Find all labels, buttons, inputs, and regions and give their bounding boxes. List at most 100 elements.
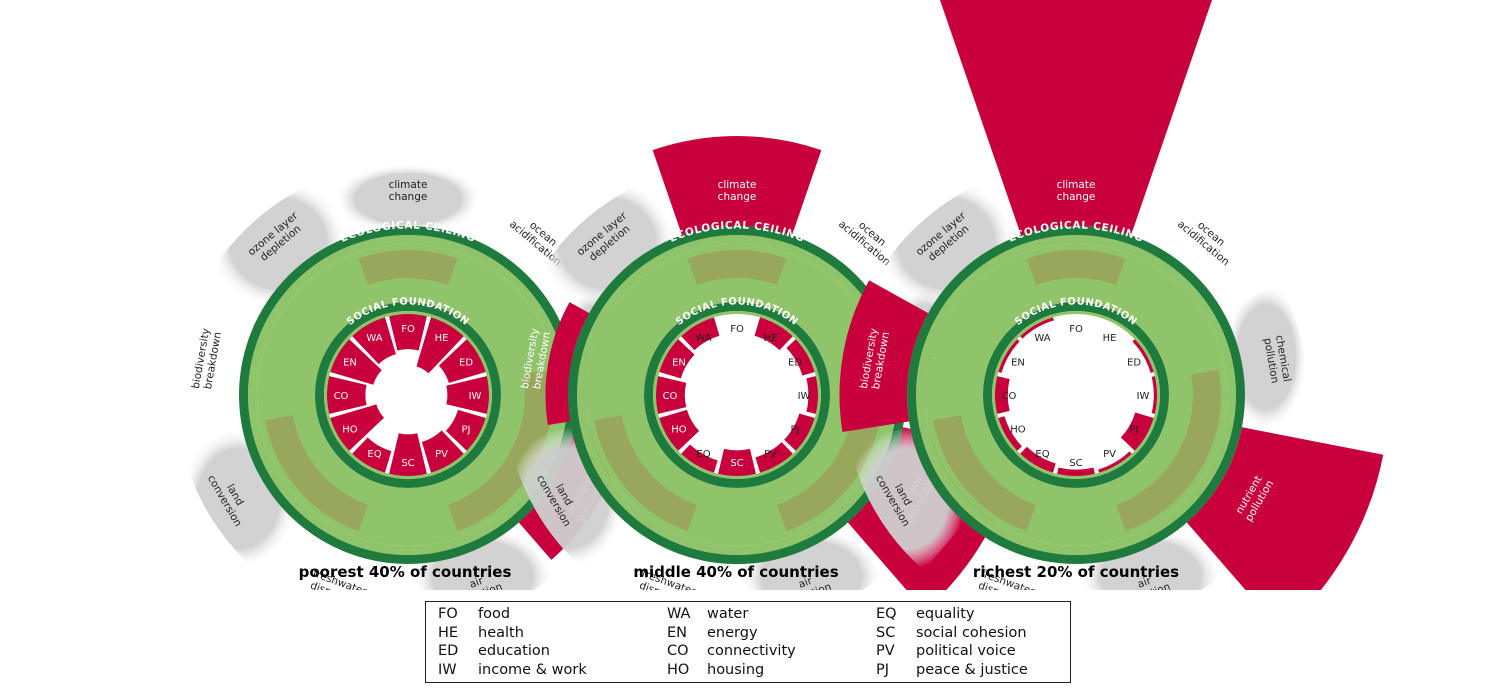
spoke bbox=[1018, 397, 1074, 453]
legend-label: political voice bbox=[916, 643, 1016, 659]
spoke bbox=[1076, 398, 1098, 474]
social-code-label: CO bbox=[663, 391, 678, 402]
spoke bbox=[739, 337, 795, 393]
legend-label: health bbox=[478, 624, 524, 641]
caption-middle: middle 40% of countries bbox=[633, 563, 839, 581]
social-code-label: WA bbox=[1034, 333, 1050, 344]
legend-item: CO connectivity bbox=[667, 643, 796, 662]
social-code-label: HO bbox=[671, 425, 687, 436]
shortfall-SC bbox=[389, 433, 427, 476]
spoke bbox=[386, 398, 408, 474]
legend-item: PJ peace & justice bbox=[876, 662, 1028, 681]
shortfall-HO bbox=[659, 409, 700, 451]
legend-code: PJ bbox=[876, 661, 890, 678]
legend-label: equality bbox=[916, 606, 975, 622]
spoke bbox=[329, 373, 405, 395]
spoke bbox=[658, 395, 734, 417]
legend-code: FO bbox=[438, 606, 458, 622]
social-code-label: EN bbox=[672, 358, 686, 369]
social-code-label: PJ bbox=[462, 425, 471, 436]
dimension-label-climate: climate change bbox=[1057, 179, 1096, 203]
spoke bbox=[739, 397, 795, 453]
legend-label: housing bbox=[707, 661, 765, 678]
boundary-sector bbox=[687, 250, 787, 286]
shortfall-PJ bbox=[445, 409, 486, 451]
legend-code: CO bbox=[667, 643, 689, 659]
social-code-label: WA bbox=[695, 333, 711, 344]
dimension-label-air: airpollution bbox=[453, 569, 504, 590]
spoke bbox=[679, 397, 735, 453]
label-wedge bbox=[739, 526, 884, 590]
legend-code: EQ bbox=[876, 606, 897, 622]
spoke bbox=[408, 398, 430, 474]
spoke bbox=[1076, 316, 1098, 392]
social-code-label: HE bbox=[764, 333, 778, 344]
social-code-label: IW bbox=[798, 391, 811, 402]
shortfall-FO bbox=[389, 314, 427, 351]
boundary-sector bbox=[448, 369, 553, 532]
social-code-label: FO bbox=[401, 324, 415, 335]
safe-space-ring bbox=[257, 244, 559, 546]
shortfall-PJ bbox=[1120, 412, 1154, 451]
legend-label: water bbox=[707, 606, 749, 622]
boundary-sector bbox=[358, 249, 458, 286]
spoke bbox=[679, 337, 735, 393]
spoke bbox=[410, 337, 466, 393]
shortfall-ED bbox=[1132, 339, 1154, 373]
social-code-label: SC bbox=[401, 458, 414, 469]
shortfall-PJ bbox=[784, 413, 815, 451]
social-code-label: PJ bbox=[791, 425, 800, 436]
shortfall-IW bbox=[1151, 376, 1157, 414]
legend-item: EQ equality bbox=[876, 606, 1028, 625]
shortfall-CO bbox=[995, 376, 1010, 414]
social-code-label: HE bbox=[435, 333, 449, 344]
shortfall-WA bbox=[681, 317, 720, 351]
legend-code: SC bbox=[876, 624, 896, 641]
spoke bbox=[715, 398, 737, 474]
social-code-label: PV bbox=[764, 449, 777, 460]
spoke bbox=[1054, 398, 1076, 474]
spoke bbox=[740, 373, 816, 395]
social-code-label: EN bbox=[1011, 358, 1025, 369]
shortfall-ED bbox=[438, 339, 486, 383]
label-wedge bbox=[180, 427, 298, 571]
shortfall-SC bbox=[1057, 467, 1095, 476]
social-code-label: PV bbox=[435, 449, 448, 460]
social-code-label: SC bbox=[730, 458, 743, 469]
legend-code: EN bbox=[667, 624, 688, 641]
legend-code: PV bbox=[876, 643, 895, 659]
spoke bbox=[1078, 397, 1134, 453]
shortfall-WA bbox=[352, 317, 396, 365]
spoke bbox=[408, 316, 430, 392]
dimension-label-ocean: oceanacidification bbox=[1175, 209, 1239, 268]
spoke bbox=[658, 373, 734, 395]
shortfall-HE bbox=[754, 317, 793, 351]
legend-label: peace & justice bbox=[916, 661, 1028, 678]
social-code-label: CO bbox=[1002, 391, 1017, 402]
caption-poorest: poorest 40% of countries bbox=[298, 563, 512, 581]
spoke bbox=[737, 316, 759, 392]
legend-box: FO food HE health ED education IW income & w… bbox=[425, 601, 1071, 683]
legend-code: ED bbox=[438, 643, 459, 659]
social-code-label: PV bbox=[1103, 449, 1116, 460]
social-code-label: ED bbox=[788, 358, 802, 369]
spoke bbox=[1078, 337, 1134, 393]
shortfall-EQ bbox=[1020, 446, 1056, 473]
dimension-label-climate: climate change bbox=[389, 179, 428, 203]
label-wedge bbox=[332, 163, 484, 236]
social-code-label: HO bbox=[1010, 425, 1026, 436]
legend-column-1: FO food HE health ED education IW income & w… bbox=[438, 606, 587, 680]
legend-label: income & work bbox=[478, 661, 587, 678]
dimension-label-air: airpollution bbox=[782, 569, 833, 590]
legend-item: EN energy bbox=[667, 625, 796, 644]
social-code-label: FO bbox=[1069, 324, 1083, 335]
label-wedge bbox=[538, 178, 677, 308]
spoke bbox=[411, 373, 487, 395]
shortfall-EN bbox=[659, 339, 695, 379]
social-code-label: IW bbox=[469, 391, 482, 402]
label-wedge bbox=[848, 427, 966, 571]
legend-code: HO bbox=[667, 661, 690, 678]
boundary-sector bbox=[1116, 369, 1221, 532]
